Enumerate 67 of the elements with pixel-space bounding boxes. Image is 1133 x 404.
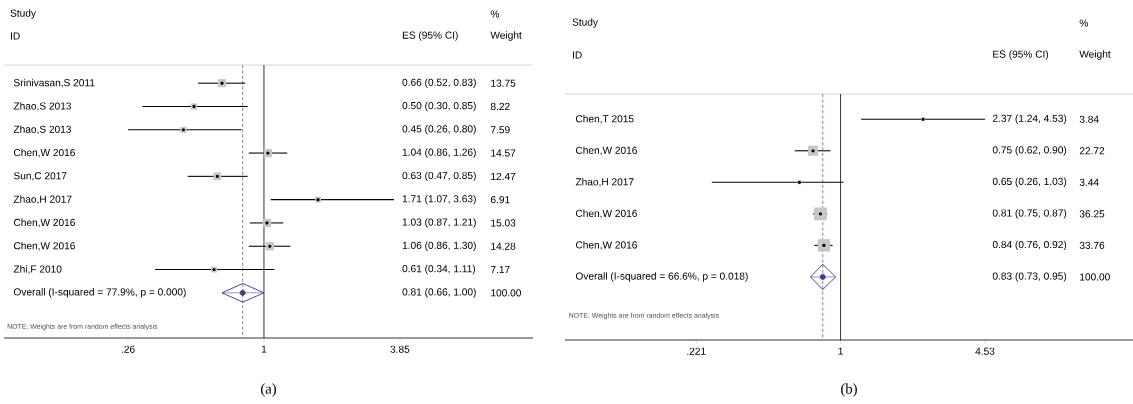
annotation: 0.65 (0.26, 1.03): [992, 177, 1067, 188]
annotation: 7.17: [490, 266, 510, 274]
annotation: 0.81 (0.75, 0.87): [992, 209, 1067, 219]
y-tick-label: Srinivasan,S 2011: [13, 78, 95, 88]
annotation: 2.37 (1.24, 4.53): [992, 114, 1067, 124]
x-tick-label: 4.53: [975, 347, 995, 355]
y-tick-label: Overall (I-squared = 66.6%, p = 0.018): [575, 272, 748, 282]
x-tick-label: 1: [838, 347, 843, 355]
y-tick-label: Zhi,F 2010: [13, 265, 62, 274]
annotation: 14.28: [491, 242, 516, 250]
y-tick-label: Zhao,S 2013: [13, 102, 72, 111]
annotation: 0.81 (0.66, 1.00): [402, 288, 476, 298]
text: Study: [10, 9, 36, 19]
annotation: 1.03 (0.87, 1.21): [402, 218, 476, 228]
annotation: 13.75: [491, 79, 516, 87]
y-tick-label: Chen,W 2016: [13, 148, 75, 158]
x-tick-label: .221: [687, 347, 706, 355]
annotation: 3.84: [1079, 115, 1099, 123]
x-tick-label: 3.85: [390, 345, 410, 353]
annotation: 0.84 (0.76, 0.92): [992, 240, 1067, 251]
y-tick-label: Overall (I-squared = 77.9%, p = 0.000): [13, 288, 186, 298]
annotation: 100.00: [491, 289, 522, 297]
text: ID: [11, 32, 20, 40]
annotation: 3.44: [1079, 178, 1099, 186]
y-tick-label: Chen,W 2016: [13, 241, 75, 251]
y-tick-label: Sun,C 2017: [13, 172, 67, 181]
text: %: [490, 10, 500, 18]
annotation: 100.00: [1080, 273, 1110, 281]
annotation: 0.45 (0.26, 0.80): [402, 125, 476, 135]
text: (a): [261, 383, 276, 397]
y-tick-label: Zhao,H 2017: [13, 195, 72, 204]
y-tick-label: Zhao,H 2017: [575, 178, 634, 187]
annotation: 12.47: [491, 172, 516, 180]
annotation: 7.59: [490, 126, 510, 134]
x-tick-label: .26: [121, 345, 135, 353]
text: ES (95% CI): [993, 50, 1049, 60]
annotation: 0.61 (0.34, 1.11): [402, 264, 476, 275]
annotation: 36.25: [1079, 210, 1105, 218]
annotation: 1.71 (1.07, 3.63): [402, 194, 476, 205]
annotation: 1.04 (0.86, 1.26): [402, 148, 476, 158]
annotation: 14.57: [491, 149, 516, 157]
annotation: 15.03: [491, 219, 516, 227]
y-tick-label: Chen,W 2016: [13, 218, 75, 228]
annotation: 1.06 (0.86, 1.30): [402, 241, 476, 251]
annotation: 0.50 (0.30, 0.85): [402, 101, 476, 112]
text: Study: [572, 18, 598, 28]
text: ES (95% CI): [402, 31, 458, 41]
y-tick-label: Chen,W 2016: [575, 209, 637, 219]
annotation: 0.63 (0.47, 0.85): [402, 171, 476, 182]
x-tick-label: 1: [261, 345, 267, 353]
text: %: [1079, 19, 1088, 27]
annotation: 0.66 (0.52, 0.83): [402, 78, 476, 88]
annotation: 22.72: [1079, 147, 1105, 155]
annotation: 0.75 (0.62, 0.90): [992, 146, 1067, 156]
y-tick-label: Chen,T 2015: [575, 114, 634, 124]
annotation: 0.83 (0.73, 0.95): [992, 272, 1067, 282]
y-tick-label: Zhao,S 2013: [13, 125, 72, 135]
point: [810, 263, 837, 291]
text: ID: [573, 51, 582, 59]
annotation: 33.76: [1079, 241, 1105, 249]
text: Weight: [490, 31, 522, 41]
annotation: 6.91: [490, 196, 510, 204]
annotation: 8.22: [490, 102, 510, 111]
y-tick-label: Chen,W 2016: [575, 146, 637, 156]
text: (b): [841, 383, 857, 397]
y-tick-label: Chen,W 2016: [575, 241, 637, 250]
text: Weight: [1079, 50, 1111, 60]
